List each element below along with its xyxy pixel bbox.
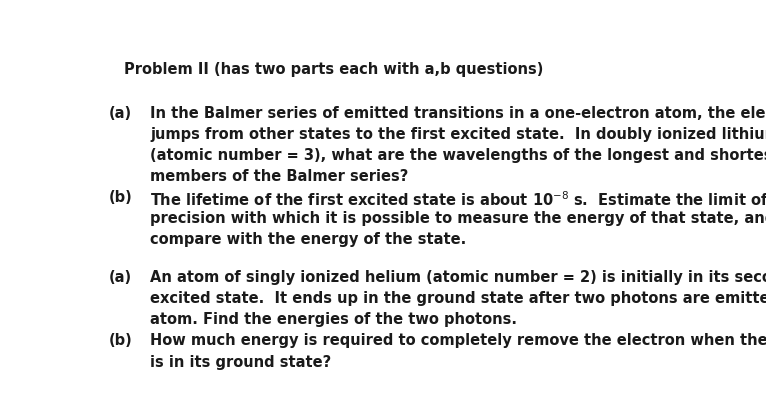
Text: excited state.  It ends up in the ground state after two photons are emitted fro: excited state. It ends up in the ground … <box>150 291 766 306</box>
Text: (b): (b) <box>109 190 133 205</box>
Text: jumps from other states to the first excited state.  In doubly ionized lithium: jumps from other states to the first exc… <box>150 127 766 142</box>
Text: How much energy is required to completely remove the electron when the He ion: How much energy is required to completel… <box>150 333 766 348</box>
Text: is in its ground state?: is in its ground state? <box>150 355 332 370</box>
Text: (atomic number = 3), what are the wavelengths of the longest and shortest: (atomic number = 3), what are the wavele… <box>150 148 766 163</box>
Text: (a): (a) <box>109 106 132 121</box>
Text: members of the Balmer series?: members of the Balmer series? <box>150 169 409 184</box>
Text: (b): (b) <box>109 333 133 348</box>
Text: atom. Find the energies of the two photons.: atom. Find the energies of the two photo… <box>150 312 517 327</box>
Text: precision with which it is possible to measure the energy of that state, and: precision with which it is possible to m… <box>150 211 766 226</box>
Text: In the Balmer series of emitted transitions in a one-electron atom, the electron: In the Balmer series of emitted transiti… <box>150 106 766 121</box>
Text: An atom of singly ionized helium (atomic number = 2) is initially in its second: An atom of singly ionized helium (atomic… <box>150 270 766 285</box>
Text: The lifetime of the first excited state is about 10$^{-8}$ s.  Estimate the limi: The lifetime of the first excited state … <box>150 190 766 209</box>
Text: Problem II (has two parts each with a,b questions): Problem II (has two parts each with a,b … <box>123 62 543 77</box>
Text: compare with the energy of the state.: compare with the energy of the state. <box>150 232 466 247</box>
Text: (a): (a) <box>109 270 132 285</box>
